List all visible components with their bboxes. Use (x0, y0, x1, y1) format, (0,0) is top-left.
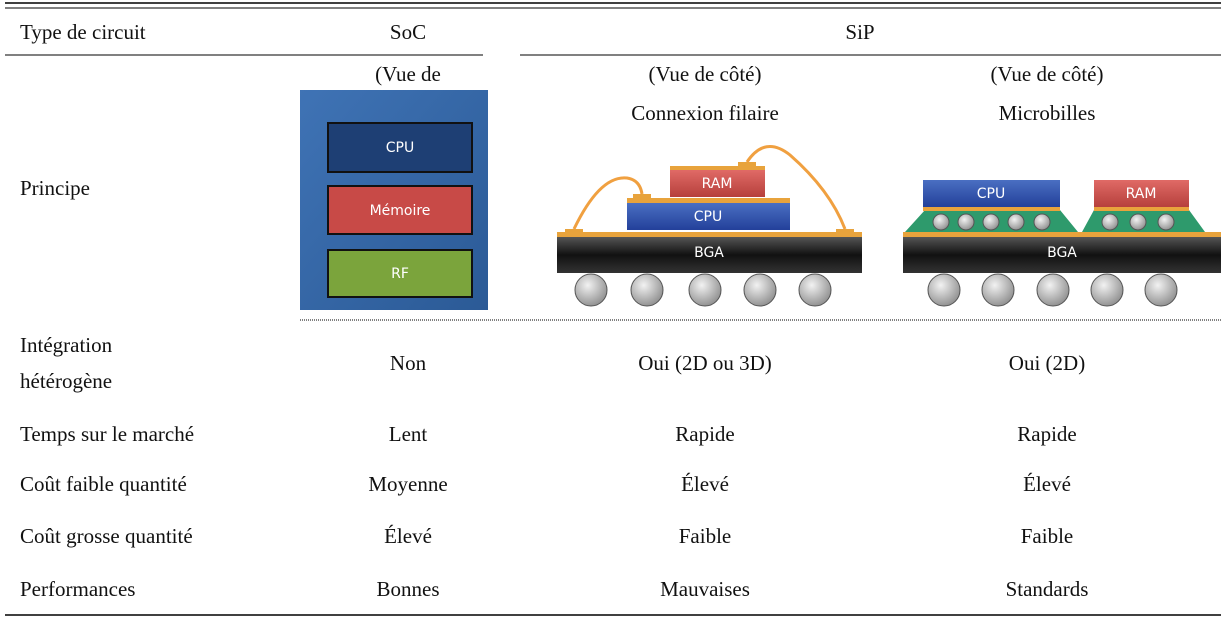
method-label: Microbilles (999, 101, 1096, 125)
block-label: CPU (386, 140, 414, 156)
cell: Élevé (384, 524, 432, 548)
block-label: BGA (1047, 245, 1077, 261)
soc-diagram: CPU Mémoire RF (300, 90, 488, 310)
header-cell: SiP (845, 20, 874, 44)
cell: Mauvaises (660, 577, 750, 601)
row-label: Coût grosse quantité (20, 524, 193, 548)
cell: Faible (679, 524, 732, 548)
rules (5, 2, 1221, 616)
cell: Oui (2D) (1009, 351, 1085, 375)
block-label: RAM (1126, 186, 1157, 202)
block-label: Mémoire (370, 203, 431, 219)
micro-bump-diagram: CPU RAM BGA (903, 180, 1221, 307)
cell: Standards (1006, 577, 1089, 601)
row-label: Coût faible quantité (20, 472, 187, 496)
header-cell: Type de circuit (20, 20, 146, 44)
header-cell: SoC (390, 20, 426, 44)
cell: Élevé (1023, 472, 1071, 496)
cell: Non (390, 351, 427, 375)
block-label: RF (391, 266, 409, 282)
view-label: (Vue de (375, 62, 441, 86)
row-label: Intégration (20, 333, 113, 357)
cell: Lent (389, 422, 428, 446)
cell: Oui (2D ou 3D) (638, 351, 772, 375)
row-label: Performances (20, 577, 135, 601)
wire-bond-diagram: RAM CPU BGA (557, 145, 862, 307)
block-label: CPU (977, 186, 1005, 202)
block-label: BGA (694, 245, 724, 261)
view-label: (Vue de côté) (990, 62, 1103, 86)
cell: Élevé (681, 472, 729, 496)
method-label: Connexion filaire (631, 101, 779, 125)
block-label: CPU (694, 209, 722, 225)
row-label: Temps sur le marché (20, 422, 194, 446)
row-label: Principe (20, 176, 90, 200)
cell: Moyenne (368, 472, 447, 496)
cell: Faible (1021, 524, 1074, 548)
cell: Rapide (675, 422, 734, 446)
cell: Rapide (1017, 422, 1076, 446)
block-label: RAM (702, 176, 733, 192)
view-label: (Vue de côté) (648, 62, 761, 86)
row-label: hétérogène (20, 369, 112, 393)
cell: Bonnes (377, 577, 440, 601)
